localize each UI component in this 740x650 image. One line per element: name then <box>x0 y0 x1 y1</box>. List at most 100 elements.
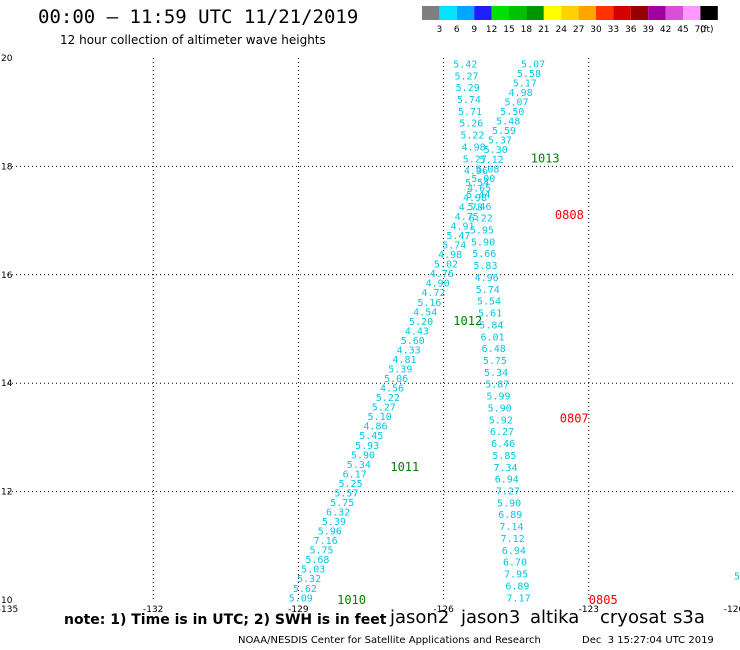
swh-value-track-a: 5.74 <box>442 241 466 252</box>
legend-label: 39 <box>642 25 654 35</box>
swh-value-track-b: 5.34 <box>484 368 508 379</box>
swh-value-track-b: 5.71 <box>458 107 482 118</box>
swh-value-track-b: 6.46 <box>491 439 515 450</box>
swh-value-track-b: 5.29 <box>456 83 480 94</box>
legend-swatch <box>543 6 562 20</box>
swh-value-track-b: 5.85 <box>492 451 516 462</box>
legend-swatch <box>561 6 579 20</box>
swh-value-track-b: 5.46 <box>467 202 491 213</box>
swh-value-track-b: 7.14 <box>499 522 523 533</box>
swh-value-track-a: 5.39 <box>322 517 346 528</box>
swh-value-track-a: 5.47 <box>446 231 470 242</box>
satellite-label-altika: altika <box>530 607 580 628</box>
swh-value-track-b: 7.95 <box>504 570 528 581</box>
swh-value-track-a: 5.96 <box>318 527 342 538</box>
color-legend: 3 6 9 12 15 18 21 24 27 30 33 36 39 42 45 70(ft) <box>422 6 718 35</box>
legend-swatch <box>456 6 475 20</box>
legend-label: 42 <box>660 25 671 35</box>
generated-timestamp: Dec 3 15:27:04 UTC 2019 <box>582 635 714 646</box>
y-tick-label: 16 <box>1 271 13 281</box>
x-tick-label: -135 <box>0 605 18 615</box>
x-tick-label: -126 <box>433 605 454 615</box>
swh-value-track-b: 5.42 <box>453 59 477 70</box>
swh-value-track-b: 6.94 <box>495 475 519 486</box>
legend-swatch <box>700 6 718 20</box>
legend-swatch <box>665 6 683 20</box>
swh-value-track-b: 5.66 <box>472 249 496 260</box>
swh-value-track-a: 5.75 <box>330 498 354 509</box>
swh-value-track-b: 6.94 <box>502 546 526 557</box>
swh-value-track-a: 5.68 <box>305 555 329 566</box>
swh-value-track-a: 5.22 <box>376 393 400 404</box>
swh-value-track-b: 4.98 <box>462 142 486 153</box>
swh-value-track-a: 4.81 <box>392 355 416 366</box>
swh-value-track-a: 4.78 <box>459 202 483 213</box>
swh-value-track-a: 5.32 <box>297 574 321 585</box>
y-tick-label: 18 <box>1 162 13 172</box>
swh-value-track-b: 5.92 <box>489 415 513 426</box>
swh-value-track-b: 5.84 <box>479 320 503 331</box>
swh-value-track-a: 4.43 <box>405 326 429 337</box>
swh-value-track-a: 4.98 <box>438 250 462 261</box>
pass-label: 1013 <box>531 151 560 165</box>
swh-value-track-a: 4.33 <box>397 345 421 356</box>
page-subtitle: 12 hour collection of altimeter wave hei… <box>60 33 326 47</box>
legend-swatch <box>509 6 527 20</box>
swh-value-track-a: 5.59 <box>492 126 516 137</box>
swh-value-track-a: 4.91 <box>451 221 475 232</box>
swh-value-track-a: 4.54 <box>413 307 437 318</box>
legend-label: 30 <box>590 25 602 35</box>
swh-value-track-b: 7.34 <box>494 463 518 474</box>
swh-value-track-a: 4.90 <box>426 279 450 290</box>
swh-value-track-b: 6.27 <box>490 427 514 438</box>
y-tick-label: 14 <box>1 379 13 389</box>
swh-value-track-b: 6.70 <box>503 558 527 569</box>
legend-label: 24 <box>555 25 567 35</box>
swh-value-track-a: 4.56 <box>380 384 404 395</box>
swh-value-track-a: 5.60 <box>401 336 425 347</box>
legend-unit: (ft) <box>700 25 714 35</box>
swh-value-track-a: 5.30 <box>484 145 508 156</box>
credit-line: NOAA/NESDIS Center for Satellite Applica… <box>238 635 541 646</box>
swh-value-track-a: 5.27 <box>372 403 396 414</box>
legend-label: 9 <box>471 25 477 35</box>
legend-label: 21 <box>538 25 549 35</box>
legend-swatch <box>596 6 614 20</box>
swh-value-track-a: 5.58 <box>517 69 541 80</box>
swh-value-track-b: 5.83 <box>473 261 497 272</box>
x-tick-label: -129 <box>288 605 309 615</box>
swh-value-track-a: 5.10 <box>368 412 392 423</box>
swh-value-track-b: 6.89 <box>505 581 529 592</box>
swh-value-track-b: 5.26 <box>459 119 483 130</box>
swh-value-track-b: 5.54 <box>465 178 489 189</box>
x-tick-label: -120 <box>724 605 740 615</box>
swh-value-track-a: 5.12 <box>480 155 504 166</box>
swh-value-track-a: 5.02 <box>434 260 458 271</box>
legend-swatch <box>578 6 596 20</box>
swh-value-track-b: 6.48 <box>482 344 506 355</box>
swh-value-track-a: 6.17 <box>343 469 367 480</box>
swh-value-track-a: 4.75 <box>455 212 479 223</box>
swh-value-track-b: 5.61 <box>478 309 502 320</box>
swh-value-track-a: 4.86 <box>363 422 387 433</box>
swh-value-track-a: 5.07 <box>521 59 545 70</box>
swh-value-track-b: 6.89 <box>498 510 522 521</box>
swh-value-track-a: 5.45 <box>359 431 383 442</box>
legend-label: 36 <box>625 25 637 35</box>
legend-label: 18 <box>521 25 533 35</box>
swh-value-track-b: 5.87 <box>485 380 509 391</box>
y-tick-label: 20 <box>1 54 13 64</box>
legend-label: 45 <box>677 25 688 35</box>
swh-value-track-b: 5.75 <box>483 356 507 367</box>
swh-value-track-a: 5.57 <box>334 488 358 499</box>
legend-swatch <box>630 6 649 20</box>
swh-value-track-b: 5.74 <box>476 285 500 296</box>
swh-value-track-a: 5.39 <box>388 364 412 375</box>
swh-value-track-a: 5.06 <box>384 374 408 385</box>
swh-value-track-b: 5.90 <box>471 237 495 248</box>
legend-label: 70 <box>695 25 707 35</box>
satellite-label-jason3: jason3 <box>461 607 521 628</box>
swh-value-track-b: 5.99 <box>486 392 510 403</box>
swh-value-track-b: 4.96 <box>475 273 499 284</box>
